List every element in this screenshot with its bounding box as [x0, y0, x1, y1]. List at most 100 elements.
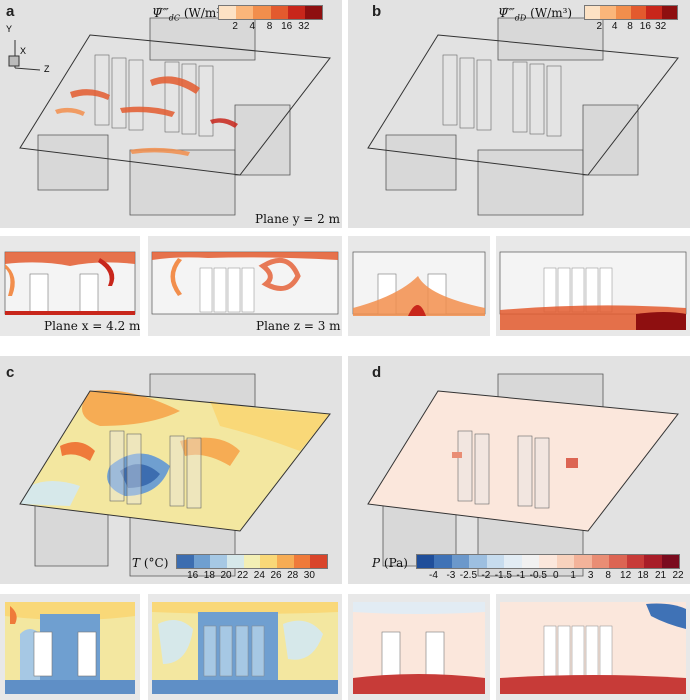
colorbar-segment — [539, 555, 557, 568]
slice-x-render — [4, 251, 136, 315]
colorbar-tick-label: 16 — [281, 21, 293, 32]
panel-b: b Ψ̇‴dD (W/m³) 2 4 8 16 32 — [348, 0, 690, 228]
plane-x-label: Plane x = 4.2 m — [44, 319, 140, 333]
panel-b-3d-render — [367, 17, 679, 216]
panel-d-3d-render — [367, 373, 679, 577]
colorbar-tick-label: 4 — [611, 21, 618, 32]
colorbar-tick-label: 32 — [655, 21, 667, 32]
colorbar-segment — [661, 6, 677, 19]
colorbar-segment — [236, 6, 254, 19]
panel-b-slice-x — [348, 236, 490, 336]
panel-c-slice-x — [0, 594, 140, 700]
panel-a-slice-x: Plane x = 4.2 m — [0, 236, 140, 336]
colorbar-segment — [574, 555, 592, 568]
colorbar-title: T (°C) — [132, 556, 169, 570]
colorbar-segment — [219, 6, 237, 19]
slice-x-render — [352, 251, 486, 316]
panel-label: a — [6, 3, 15, 20]
axis-z-label: Z — [44, 64, 50, 74]
colorbar-segment — [253, 6, 271, 19]
panel-d-slice-x — [348, 594, 490, 700]
colorbar-tick-label: 32 — [298, 21, 310, 32]
slice-z-render — [151, 251, 339, 315]
colorbar-tick-label: 16 — [187, 570, 199, 581]
panel-c-slice-z — [148, 594, 342, 700]
panel-c: c T (°C) 16 18 20 22 24 26 28 30 — [0, 356, 342, 584]
colorbar-segment — [270, 6, 288, 19]
colorbar-segment — [609, 555, 627, 568]
colorbar-segment — [556, 555, 575, 568]
colorbar-segment — [193, 555, 211, 568]
slice-x-render — [5, 602, 135, 694]
colorbar-segment — [504, 555, 522, 568]
colorbar — [416, 554, 680, 569]
panel-d: d P (Pa) -4 -3 -2.5 -2 -1.5 -1 -0.5 0 1 3 8 12 18 21 2… — [348, 356, 690, 584]
colorbar-segment — [310, 555, 328, 568]
colorbar-segment — [260, 555, 278, 568]
colorbar — [218, 5, 323, 20]
plane-y-label: Plane y = 2 m — [255, 212, 341, 226]
colorbar-tick-label: 1 — [570, 570, 576, 581]
colorbar-tick-label: 0 — [552, 570, 559, 581]
colorbar-tick-label: 3 — [587, 570, 594, 581]
colorbar-tick-label: 12 — [620, 570, 632, 581]
colorbar-tick-label: 8 — [627, 21, 633, 32]
colorbar-tick-label: 26 — [270, 570, 282, 581]
slice-z-render — [499, 251, 687, 330]
colorbar-tick-label: 8 — [605, 570, 611, 581]
panel-b-slice-z — [496, 236, 690, 336]
colorbar-tick-label: -2.5 — [459, 570, 478, 581]
slice-z-render — [500, 602, 686, 694]
colorbar-tick-label: 8 — [266, 21, 273, 32]
colorbar-segment — [293, 555, 311, 568]
colorbar-tick-label: 16 — [639, 21, 651, 32]
colorbar-segment — [600, 6, 616, 19]
slice-x-render — [353, 602, 485, 694]
colorbar-tick-label: -1 — [516, 570, 526, 581]
colorbar-tick-label: -2 — [481, 570, 491, 581]
colorbar-tick-label: 20 — [220, 570, 232, 581]
panel-label: b — [372, 3, 382, 20]
colorbar-segment — [210, 555, 228, 568]
colorbar-tick-label: 21 — [654, 570, 667, 581]
panel-label: c — [6, 364, 15, 381]
colorbar-segment — [521, 555, 540, 568]
plane-z-label: Plane z = 3 m — [256, 319, 341, 333]
colorbar-title: Ψ̇‴dC (W/m³) — [152, 6, 226, 23]
colorbar-segment — [630, 6, 647, 19]
slice-z-render — [152, 602, 338, 694]
colorbar-segment — [626, 555, 645, 568]
axis-y-label: Y — [6, 24, 13, 34]
colorbar-segment — [304, 6, 323, 19]
panel-d-slice-z — [496, 594, 690, 700]
colorbar-tick-label: -4 — [429, 570, 438, 581]
colorbar-segment — [486, 555, 505, 568]
colorbar-segment — [417, 555, 435, 568]
colorbar-segment — [277, 555, 294, 568]
colorbar-segment — [585, 6, 601, 19]
panel-a-slice-z: Plane z = 3 m — [148, 236, 342, 336]
panel-a: a Y X Z Ψ̇‴dC (W/m³) 2 4 8 16 32 Plane y = 2… — [0, 0, 342, 228]
panel-c-3d-render — [19, 373, 331, 577]
colorbar-segment — [451, 555, 470, 568]
colorbar-segment — [661, 555, 680, 568]
colorbar-tick-label: 18 — [637, 570, 649, 581]
colorbar-tick-label: 22 — [237, 570, 249, 581]
colorbar-tick-label: 4 — [249, 21, 256, 32]
colorbar-tick-label: 22 — [672, 570, 684, 581]
colorbar-tick-label: -1.5 — [494, 570, 512, 581]
panel-a-3d-render — [8, 17, 331, 216]
colorbar-tick-label: -0.5 — [529, 570, 547, 581]
colorbar — [584, 5, 678, 20]
colorbar-tick-label: 28 — [287, 570, 299, 581]
colorbar-tick-label: 2 — [232, 21, 238, 32]
colorbar-segment — [243, 555, 261, 568]
colorbar-segment — [177, 555, 194, 568]
colorbar-tick-label: 18 — [203, 570, 215, 581]
colorbar-segment — [646, 6, 662, 19]
colorbar-tick-label: 2 — [596, 21, 603, 32]
colorbar-tick-label: 30 — [303, 570, 315, 581]
colorbar-title: Ψ̇‴dD (W/m³) — [498, 6, 573, 23]
colorbar-segment — [591, 555, 610, 568]
colorbar-segment — [615, 6, 631, 19]
